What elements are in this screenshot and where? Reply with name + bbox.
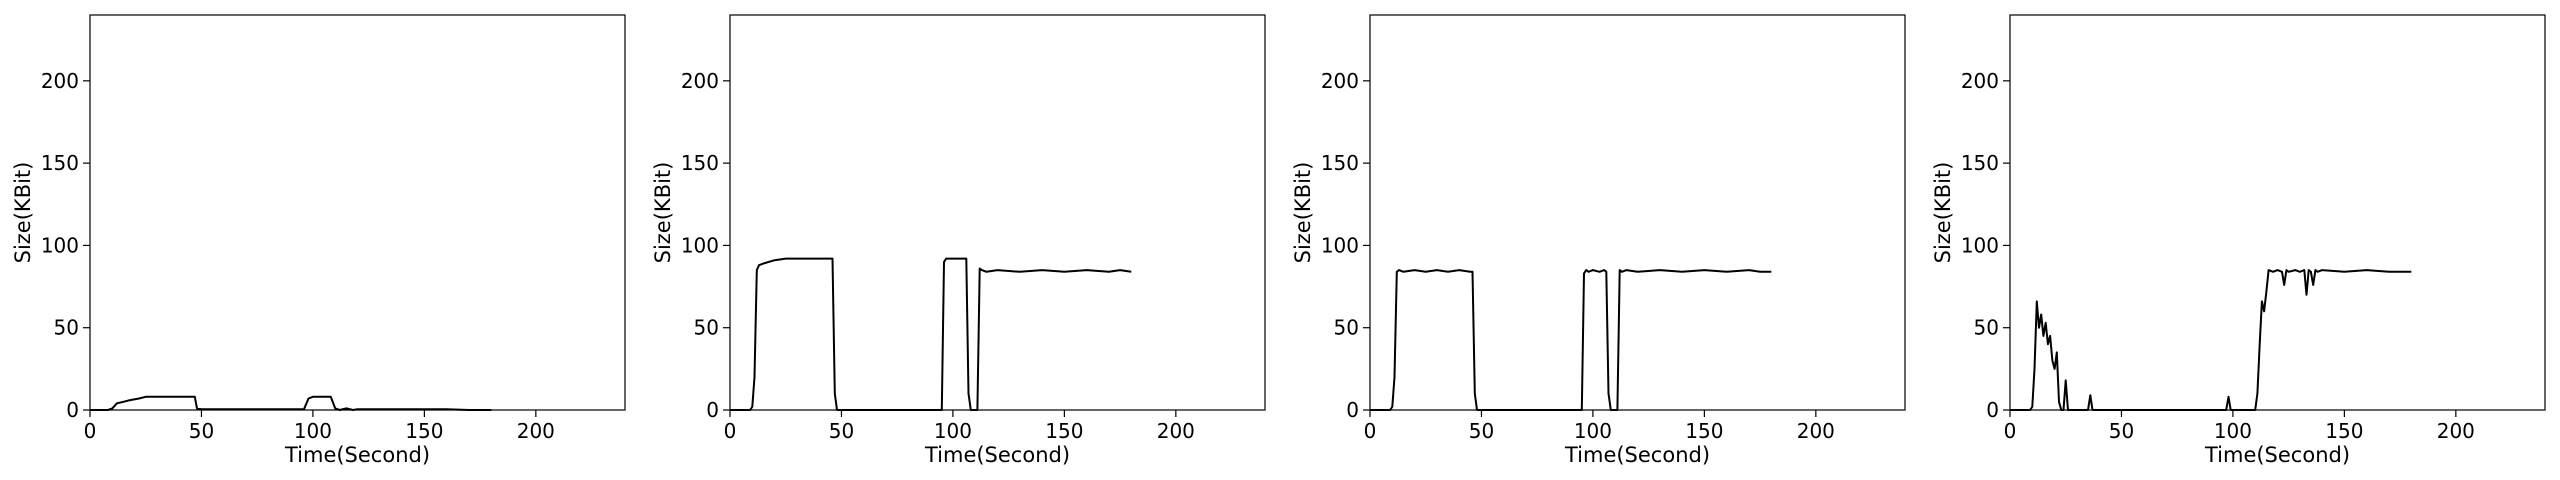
x-tick-label: 50	[1469, 419, 1494, 443]
series-line	[90, 395, 492, 411]
x-tick-label: 50	[829, 419, 854, 443]
x-axis-label: Time(Second)	[284, 443, 430, 467]
x-tick-label: 50	[2109, 419, 2134, 443]
y-tick-label: 200	[1961, 69, 1999, 93]
y-tick-label: 200	[41, 69, 79, 93]
y-tick-label: 100	[681, 233, 719, 257]
x-tick-label: 0	[2004, 419, 2017, 443]
x-axis-label: Time(Second)	[1564, 443, 1710, 467]
x-tick-label: 100	[2214, 419, 2252, 443]
x-tick-label: 150	[1685, 419, 1723, 443]
series-line	[1370, 269, 1772, 411]
x-tick-label: 0	[1364, 419, 1377, 443]
x-axis-label: Time(Second)	[924, 443, 1070, 467]
y-tick-label: 150	[41, 151, 79, 175]
x-tick-label: 200	[517, 419, 555, 443]
x-tick-label: 0	[84, 419, 97, 443]
y-tick-label: 50	[54, 316, 79, 340]
chart-panel-2: 0 50 100 150 200 0 50 100 150 200 Time(Second) Size…	[651, 14, 1266, 467]
y-tick-label: 50	[694, 316, 719, 340]
y-tick-label: 0	[1986, 398, 1999, 422]
x-tick-label: 100	[934, 419, 972, 443]
x-tick-label: 200	[1797, 419, 1835, 443]
x-axis-label: Time(Second)	[2204, 443, 2350, 467]
chart-panel-3: 0 50 100 150 200 0 50 100 150 200 Time(Second) Size…	[1291, 14, 1906, 467]
chart-panel-1: 0 50 100 150 200 0 50 100 150 200 Time(Second) Size…	[11, 14, 626, 467]
y-tick-label: 100	[1961, 233, 1999, 257]
x-tick-label: 100	[1574, 419, 1612, 443]
y-tick-label: 0	[1346, 398, 1359, 422]
y-tick-label: 200	[681, 69, 719, 93]
x-tick-label: 150	[1045, 419, 1083, 443]
y-tick-label: 100	[1321, 233, 1359, 257]
plot-frame	[2009, 14, 2546, 411]
plot-frame	[89, 14, 626, 411]
y-tick-label: 150	[1321, 151, 1359, 175]
x-tick-label: 50	[189, 419, 214, 443]
y-axis-label: Size(KBit)	[1291, 162, 1315, 264]
chart-panel-4: 0 50 100 150 200 0 50 100 150 200 Time(Second) Size…	[1931, 14, 2546, 467]
x-tick-label: 200	[1157, 419, 1195, 443]
y-tick-label: 200	[1321, 69, 1359, 93]
y-tick-label: 0	[66, 398, 79, 422]
y-tick-label: 100	[41, 233, 79, 257]
y-tick-label: 0	[706, 398, 719, 422]
x-tick-label: 0	[724, 419, 737, 443]
x-tick-label: 150	[405, 419, 443, 443]
y-tick-label: 150	[1961, 151, 1999, 175]
x-tick-label: 100	[294, 419, 332, 443]
y-axis-label: Size(KBit)	[11, 162, 35, 264]
y-tick-label: 150	[681, 151, 719, 175]
series-line	[2010, 269, 2412, 411]
series-line	[730, 257, 1132, 411]
plot-frame	[729, 14, 1266, 411]
plot-frame	[1369, 14, 1906, 411]
x-tick-label: 200	[2437, 419, 2475, 443]
y-tick-label: 50	[1334, 316, 1359, 340]
y-axis-label: Size(KBit)	[651, 162, 675, 264]
x-tick-label: 150	[2325, 419, 2363, 443]
y-axis-label: Size(KBit)	[1931, 162, 1955, 264]
y-tick-label: 50	[1974, 316, 1999, 340]
